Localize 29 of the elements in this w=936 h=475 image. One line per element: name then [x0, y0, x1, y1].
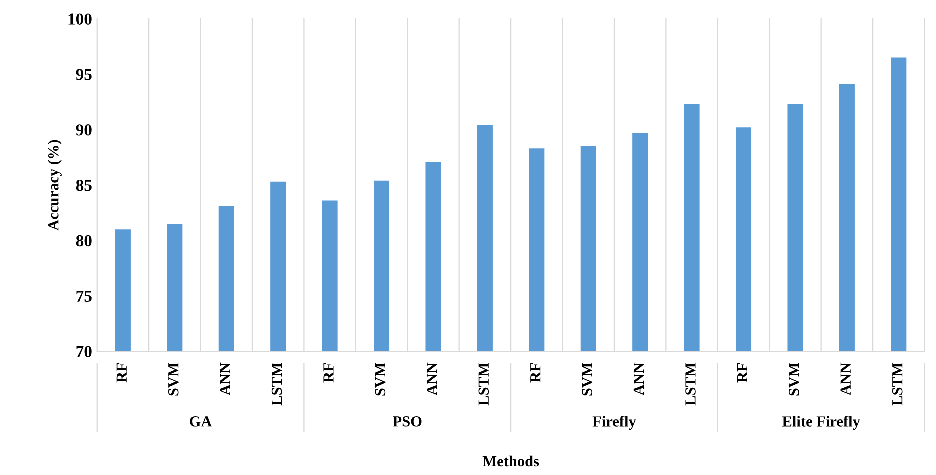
x-tick-label: SVM: [375, 363, 386, 396]
x-tick-label: RF: [737, 363, 748, 383]
x-tick-label: SVM: [789, 363, 800, 396]
x-axis-title: Methods: [482, 456, 540, 467]
y-tick-label: 85: [76, 180, 92, 192]
y-tick-label: 95: [76, 69, 92, 80]
y-tick-label: 80: [76, 235, 92, 247]
x-tick-label: RF: [324, 363, 334, 383]
text: PSO: [393, 416, 422, 427]
y-tick-label: 90: [76, 124, 92, 136]
x-tick-label: LSTM: [478, 363, 490, 406]
x-tick-label: ANN: [220, 362, 230, 396]
x-tick-label: SVM: [582, 363, 593, 396]
text: GA: [190, 416, 212, 427]
y-tick-label: 100: [68, 14, 92, 25]
text: Elite Firefly: [782, 416, 860, 430]
x-tick-label: RF: [116, 363, 127, 383]
x-tick-label: LSTM: [892, 363, 903, 406]
x-tick-label: SVM: [168, 363, 179, 396]
x-tick-label: LSTM: [686, 363, 696, 406]
y-tick-label: 70: [76, 346, 92, 358]
text: Firefly: [592, 416, 636, 430]
y-tick-label: 75: [76, 290, 92, 302]
x-tick-label: ANN: [427, 362, 438, 396]
x-tick-label: RF: [530, 363, 541, 383]
x-tick-label: LSTM: [272, 363, 282, 406]
x-tick-label: ANN: [634, 362, 644, 396]
y-axis-title: Accuracy (%): [48, 140, 62, 231]
x-tick-label: ANN: [840, 362, 851, 396]
